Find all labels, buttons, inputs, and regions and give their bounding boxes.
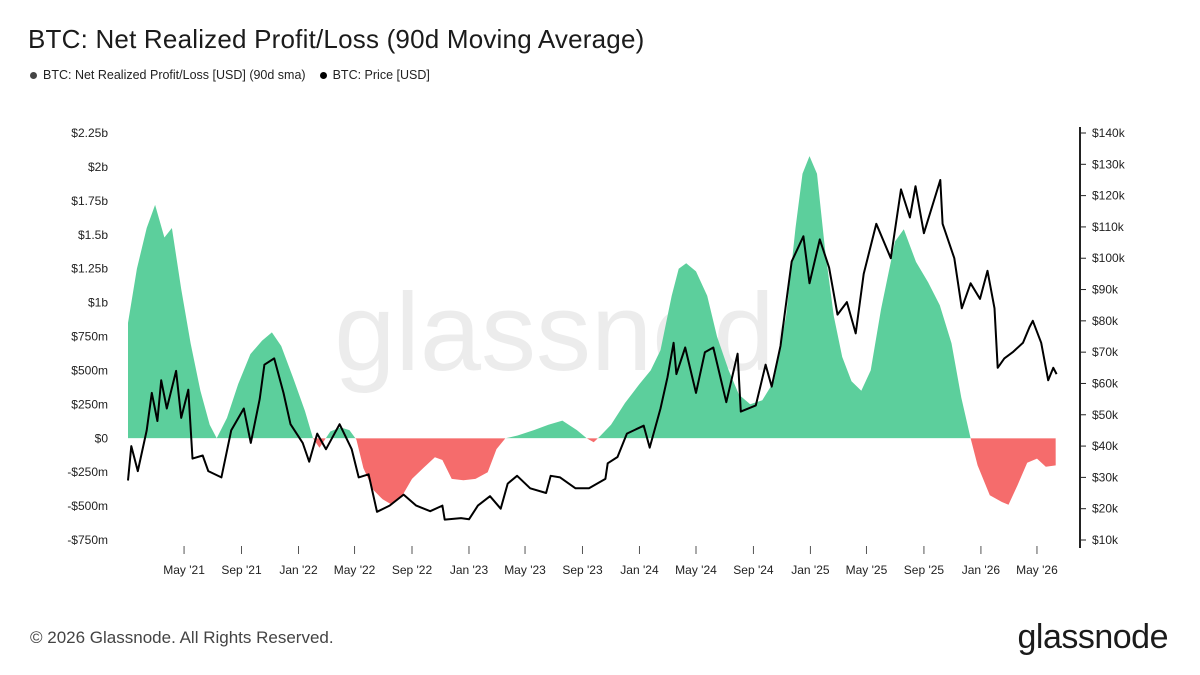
right-tick-label: $30k	[1092, 470, 1119, 484]
right-tick-label: $90k	[1092, 283, 1119, 297]
x-tick-label: Sep '22	[392, 563, 433, 577]
right-tick-label: $130k	[1092, 157, 1126, 171]
left-tick-label: -$250m	[67, 465, 108, 479]
right-tick-label: $140k	[1092, 126, 1126, 140]
left-tick-label: $1.25b	[71, 262, 108, 276]
left-axis: -$750m -$500m -$250m $0 $250m $500m $750m $1b $1…	[67, 126, 108, 547]
x-tick-label: Jan '26	[962, 563, 1001, 577]
realized-profit-area	[128, 156, 1056, 439]
right-tick-label: $50k	[1092, 408, 1119, 422]
x-tick-label: Jan '22	[279, 563, 318, 577]
left-tick-label: $0	[95, 431, 109, 445]
right-tick-label: $80k	[1092, 314, 1119, 328]
left-tick-label: -$500m	[67, 499, 108, 513]
legend-label-price: BTC: Price [USD]	[332, 68, 430, 82]
left-tick-label: $1.5b	[78, 228, 108, 242]
realized-loss-area	[128, 438, 1056, 505]
legend: BTC: Net Realized Profit/Loss [USD] (90d…	[30, 68, 430, 82]
x-tick-label: May '25	[846, 563, 888, 577]
chart-title: BTC: Net Realized Profit/Loss (90d Movin…	[28, 24, 645, 54]
watermark: glassnode	[334, 271, 836, 394]
left-tick-label: $750m	[71, 330, 108, 344]
right-axis: $10k $20k $30k $40k $50k $60k $70k $80k $90k $100…	[1079, 126, 1126, 548]
left-tick-label: $1.75b	[71, 194, 108, 208]
x-tick-label: May '22	[334, 563, 376, 577]
x-tick-label: Jan '23	[450, 563, 489, 577]
right-tick-label: $70k	[1092, 345, 1119, 359]
glassnode-logo[interactable]: glassnode	[1017, 618, 1168, 656]
copyright-footer: © 2026 Glassnode. All Rights Reserved.	[30, 628, 334, 647]
x-tick-label: Jan '25	[791, 563, 830, 577]
price-line	[127, 179, 1058, 521]
x-tick-label: Sep '24	[733, 563, 774, 577]
right-tick-label: $40k	[1092, 439, 1119, 453]
legend-label-realized-profit-loss: BTC: Net Realized Profit/Loss [USD] (90d…	[43, 68, 306, 82]
right-tick-label: $20k	[1092, 502, 1119, 516]
left-tick-label: -$750m	[67, 533, 108, 547]
x-tick-label: May '26	[1016, 563, 1058, 577]
profit-loss-area-group	[128, 156, 1056, 505]
x-axis: May '21 Sep '21 Jan '22 May '22 Sep '22 Jan '…	[163, 546, 1058, 577]
legend-dot-icon	[30, 71, 37, 79]
x-tick-label: May '21	[163, 563, 205, 577]
legend-dot-icon	[319, 71, 327, 79]
left-tick-label: $1b	[88, 296, 108, 310]
legend-item-realized-profit-loss[interactable]: BTC: Net Realized Profit/Loss [USD] (90d…	[30, 68, 306, 82]
right-tick-label: $60k	[1092, 376, 1119, 390]
x-tick-label: Sep '23	[562, 563, 603, 577]
x-tick-label: Jan '24	[620, 563, 659, 577]
right-tick-label: $120k	[1092, 189, 1126, 203]
x-tick-label: Sep '21	[221, 563, 262, 577]
right-tick-label: $100k	[1092, 251, 1126, 265]
price-line-group	[127, 179, 1058, 521]
x-tick-label: May '23	[504, 563, 546, 577]
x-tick-label: Sep '25	[904, 563, 945, 577]
x-tick-label: May '24	[675, 563, 717, 577]
left-tick-label: $2b	[88, 160, 108, 174]
left-tick-label: $250m	[71, 397, 108, 411]
left-tick-label: $2.25b	[71, 126, 108, 140]
left-tick-label: $500m	[71, 363, 108, 377]
right-tick-label: $10k	[1092, 533, 1119, 547]
right-tick-label: $110k	[1092, 220, 1125, 234]
legend-item-price[interactable]: BTC: Price [USD]	[319, 68, 430, 82]
